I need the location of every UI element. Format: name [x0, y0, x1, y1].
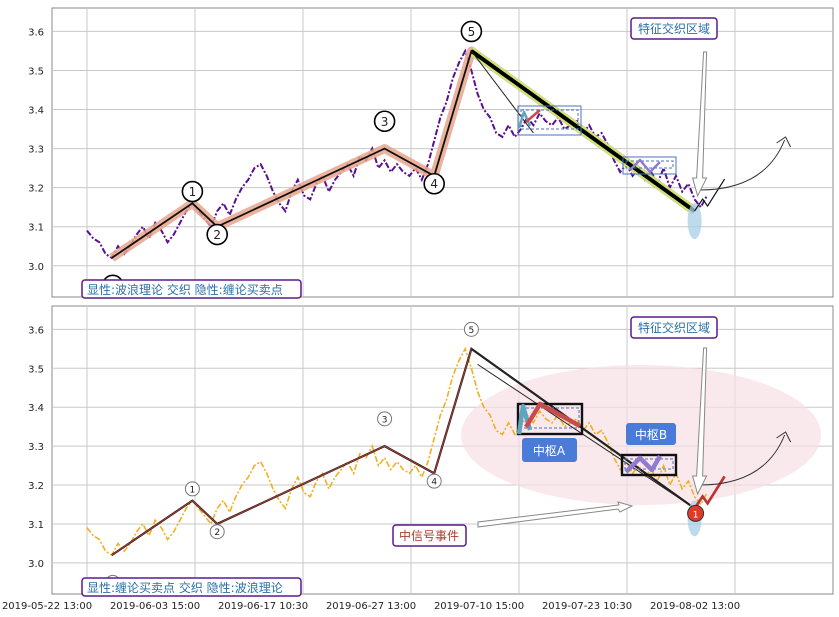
pivot-box	[517, 105, 582, 136]
rebound-line	[693, 475, 726, 510]
wave-label-circle	[460, 20, 483, 43]
zone-label-box	[630, 316, 718, 339]
wave-label-circle	[206, 223, 228, 246]
wave-line	[111, 347, 695, 556]
y-tick-label: 3.2	[28, 481, 44, 492]
zone-pointer-arrow	[691, 51, 708, 198]
zone-label-box	[630, 17, 718, 40]
pivot-a-label-box	[522, 438, 577, 462]
theory-label-box	[81, 279, 302, 299]
pivot-a-label-text: 中枢A	[533, 443, 566, 458]
y-tick-label: 3.0	[28, 262, 44, 273]
y-tick-label: 3.3	[28, 145, 44, 156]
x-tick-label: 2019-07-10 15:00	[434, 601, 524, 612]
wave-label-number: 4	[431, 478, 437, 488]
wave-label-number: 5	[469, 326, 475, 336]
wave-label-circle	[423, 172, 446, 195]
wave-label-circle	[181, 180, 204, 203]
wave-label-circle	[373, 110, 396, 133]
pivot-b-label-text: 中枢B	[635, 427, 667, 442]
theory-label-box	[81, 577, 302, 597]
wave-label-circle	[426, 473, 442, 489]
x-axis: 2019-05-22 13:00 2019-06-03 15:00 2019-06-…	[2, 601, 740, 612]
pivot-zig-segment	[629, 158, 661, 174]
zone-label-text: 特征交织区域	[638, 320, 710, 335]
x-tick-label: 2019-08-02 13:00	[650, 601, 740, 612]
y-tick-label: 3.2	[28, 184, 44, 195]
price-series-line	[86, 48, 708, 260]
pivot-zig-segment	[624, 454, 662, 474]
pivot-zig-segment	[524, 401, 582, 429]
signal-event-label-text: 中信号事件	[399, 528, 459, 543]
wave-label-circle	[184, 481, 200, 497]
wave-label-number: 2	[213, 228, 221, 242]
buy-point-marker	[687, 504, 705, 522]
y-tick-label: 3.4	[28, 106, 44, 117]
zone-pointer-arrow	[691, 347, 708, 496]
pivot-zig-segment	[525, 109, 541, 123]
pivot-box	[516, 402, 584, 436]
top-panel: 3.03.13.23.33.43.53.6012345显性:波浪理论 交织 隐性…	[28, 7, 834, 299]
retrace-line	[471, 50, 534, 134]
y-tick-label: 3.6	[28, 27, 44, 38]
wave-label-number: 5	[468, 25, 476, 39]
wave-label-circle	[377, 411, 393, 427]
wave-label-number: 1	[189, 185, 197, 199]
bottom-panel: 3.03.13.23.33.43.53.60123451显性:缠论买卖点 交织 …	[28, 305, 834, 597]
y-tick-label: 3.1	[28, 520, 44, 531]
wave-label-number: 4	[430, 177, 438, 191]
zone-label-text: 特征交织区域	[638, 21, 710, 36]
signal-event-label-box	[392, 524, 467, 547]
y-tick-label: 3.1	[28, 223, 44, 234]
x-tick-label: 2019-07-23 10:30	[542, 601, 632, 612]
endpoint-glow	[687, 203, 702, 240]
pivot-box-inner	[625, 160, 674, 169]
y-tick-label: 3.5	[28, 364, 44, 375]
rebound-line	[694, 178, 726, 212]
x-tick-label: 2019-06-27 13:00	[326, 601, 416, 612]
y-tick-label: 3.6	[28, 325, 44, 336]
signal-event-arrow	[477, 501, 634, 528]
pivot-b-label-box	[626, 423, 676, 445]
projection-arrow	[699, 139, 786, 191]
wave-label-number: 2	[214, 528, 220, 538]
projection-arrowhead	[776, 136, 792, 148]
wave-label-circle	[463, 321, 479, 337]
y-tick-label: 3.0	[28, 559, 44, 570]
x-tick-label: 2019-06-17 10:30	[218, 601, 308, 612]
projection-arrowhead	[776, 431, 792, 443]
projection-arrow	[699, 434, 786, 486]
pivot-box	[622, 156, 677, 175]
trend-line-inner	[477, 363, 695, 509]
theory-label-text: 显性:缠论买卖点 交织 隐性:波浪理论	[87, 580, 283, 595]
wave-label-circle	[209, 524, 225, 540]
wave-label-number: 1	[190, 485, 196, 495]
y-tick-label: 3.5	[28, 66, 44, 77]
wave-label-number: 3	[381, 115, 389, 129]
pivot-box	[620, 453, 678, 477]
theory-label-text: 显性:波浪理论 交织 隐性:缠论买卖点	[87, 282, 283, 297]
y-tick-label: 3.3	[28, 442, 44, 453]
buy-point-label: 1	[693, 510, 699, 520]
x-tick-label: 2019-06-03 15:00	[110, 601, 200, 612]
x-tick-label: 2019-05-22 13:00	[2, 601, 92, 612]
y-tick-label: 3.4	[28, 403, 44, 414]
wave-label-number: 3	[382, 415, 388, 425]
trend-line	[470, 49, 696, 213]
